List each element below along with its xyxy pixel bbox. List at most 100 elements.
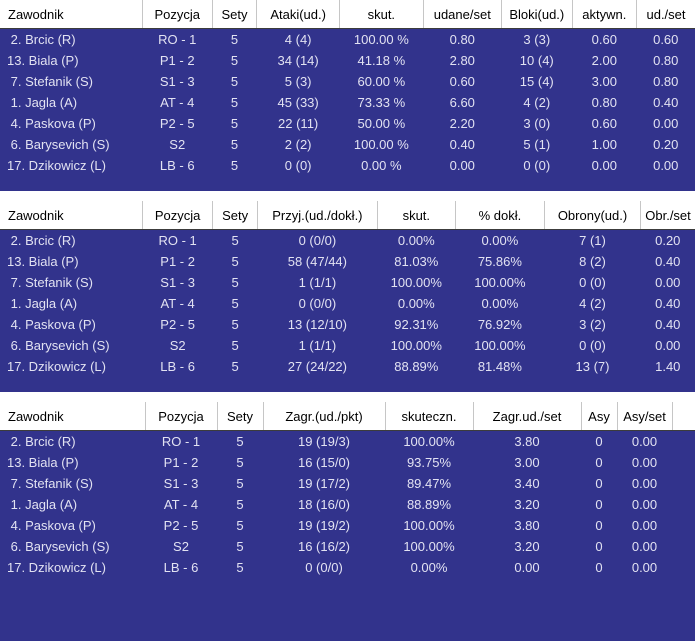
- stat-value-cell: LB - 6: [159, 158, 195, 173]
- player-name-cell: 6. Barysevich (S): [7, 539, 110, 554]
- player-name-cell: 7. Stefanik (S): [7, 476, 93, 491]
- stat-value-cell: 0: [595, 455, 603, 470]
- column-header-zawodnik: Zawodnik: [0, 402, 145, 431]
- stat-value-cell: 0.80: [591, 95, 617, 110]
- stat-value-cell: 5: [236, 539, 244, 554]
- stat-value-cell: 0: [595, 476, 603, 491]
- stat-value-cell: 8 (2): [579, 254, 606, 269]
- stat-value-cell: 5: [230, 95, 239, 110]
- stat-value-cell: 27 (24/22): [287, 359, 347, 374]
- stat-value-cell: 0.40: [653, 95, 679, 110]
- table-row[interactable]: 6. Barysevich (S) S2 5 1 (1/1) 100.00% 100.00…: [0, 335, 695, 356]
- table-gap: [0, 392, 695, 402]
- stat-value-cell: 0.00: [653, 158, 679, 173]
- stat-value-cell: 5: [230, 116, 239, 131]
- stat-value-cell: 3 (2): [579, 317, 606, 332]
- table-row[interactable]: 7. Stefanik (S) S1 - 3 5 5 (3) 60.00 % 0.60 15…: [0, 71, 695, 92]
- stat-value-cell: 100.00%: [403, 518, 455, 533]
- stat-value-cell: LB - 6: [163, 560, 199, 575]
- table-row[interactable]: 17. Dzikowicz (L) LB - 6 5 0 (0/0) 0.00% 0.00…: [0, 557, 695, 578]
- table-row[interactable]: 4. Paskova (P) P2 - 5 5 22 (11) 50.00 % 2.20 3…: [0, 113, 695, 134]
- stat-value-cell: 3.40: [514, 476, 540, 491]
- table-row[interactable]: 6. Barysevich (S) S2 5 16 (16/2) 100.00% 3.20…: [0, 536, 695, 557]
- table-row[interactable]: 2. Brcic (R) RO - 1 5 4 (4) 100.00 % 0.80 3 (3…: [0, 29, 695, 51]
- table-row[interactable]: 1. Jagla (A) AT - 4 5 0 (0/0) 0.00% 0.00% 4 (2…: [0, 293, 695, 314]
- column-header-zawodnik: Zawodnik: [0, 201, 143, 230]
- column-header-obr-set: Obr./set: [640, 201, 695, 230]
- stat-value-cell: 75.86%: [477, 254, 522, 269]
- stat-value-cell: 0 (0): [523, 158, 551, 173]
- stat-value-cell: 1.00: [591, 137, 617, 152]
- stat-value-cell: 3.00: [591, 74, 617, 89]
- table-row[interactable]: 13. Biala (P) P1 - 2 5 58 (47/44) 81.03% 75.8…: [0, 251, 695, 272]
- stat-value-cell: 100.00 %: [353, 32, 409, 47]
- stat-value-cell: 7 (1): [579, 233, 606, 248]
- stat-value-cell: 4 (2): [579, 296, 606, 311]
- column-header-skut: skut.: [376, 201, 456, 230]
- table-row[interactable]: 7. Stefanik (S) S1 - 3 5 1 (1/1) 100.00% 100.…: [0, 272, 695, 293]
- table-row[interactable]: 13. Biala (P) P1 - 2 5 34 (14) 41.18 % 2.80 10…: [0, 50, 695, 71]
- stat-value-cell: 0.00 %: [361, 158, 402, 173]
- column-header-ud-set: ud./set: [636, 0, 695, 29]
- stat-value-cell: 0.80: [449, 32, 475, 47]
- table-row[interactable]: 17. Dzikowicz (L) LB - 6 5 0 (0) 0.00 % 0.00 0…: [0, 155, 695, 176]
- table-row[interactable]: 7. Stefanik (S) S1 - 3 5 19 (17/2) 89.47% 3.4…: [0, 473, 695, 494]
- stat-value-cell: 3.20: [514, 497, 540, 512]
- table-gap: [0, 191, 695, 201]
- stat-value-cell: 45 (33): [277, 95, 319, 110]
- table-row[interactable]: 1. Jagla (A) AT - 4 5 45 (33) 73.33 % 6.60 4 (…: [0, 92, 695, 113]
- stat-value-cell: 3.00: [514, 455, 540, 470]
- stat-value-cell: S1 - 3: [159, 74, 195, 89]
- column-header-asy: Asy: [580, 402, 617, 431]
- player-name-cell: 13. Biala (P): [7, 254, 79, 269]
- column-header-udane-set: udane/set: [422, 0, 502, 29]
- stat-value-cell: P1 - 2: [159, 53, 195, 68]
- filler-cell: [672, 494, 695, 515]
- stat-value-cell: 81.03%: [394, 254, 439, 269]
- table-row[interactable]: 6. Barysevich (S) S2 5 2 (2) 100.00 % 0.40 5 (…: [0, 134, 695, 155]
- stat-value-cell: 0: [595, 518, 603, 533]
- table-row[interactable]: 2. Brcic (R) RO - 1 5 0 (0/0) 0.00% 0.00% 7 (1…: [0, 230, 695, 252]
- stat-value-cell: S1 - 3: [160, 275, 195, 290]
- player-name-cell: 4. Paskova (P): [7, 518, 96, 533]
- stat-value-cell: 2.80: [449, 53, 475, 68]
- column-header-ataki: Ataki(ud.): [256, 0, 340, 29]
- stat-value-cell: 16 (16/2): [297, 539, 351, 554]
- table-row[interactable]: 13. Biala (P) P1 - 2 5 16 (15/0) 93.75% 3.00 0…: [0, 452, 695, 473]
- stat-value-cell: 19 (19/2): [297, 518, 351, 533]
- stat-value-cell: 10 (4): [519, 53, 554, 68]
- stat-value-cell: 0.60: [591, 32, 617, 47]
- table-row[interactable]: 17. Dzikowicz (L) LB - 6 5 27 (24/22) 88.89%…: [0, 356, 695, 377]
- column-header-zagr: Zagr.(ud./pkt): [262, 402, 385, 431]
- header-row: Zawodnik Pozycja Sety Przyj.(ud./dokł.) …: [0, 201, 695, 230]
- column-header-skut: skut.: [339, 0, 424, 29]
- stat-value-cell: 76.92%: [477, 317, 522, 332]
- stat-value-cell: 93.75%: [406, 455, 452, 470]
- stat-value-cell: 0.00: [449, 158, 475, 173]
- stat-value-cell: 100.00%: [390, 275, 442, 290]
- serve-stats-table: Zawodnik Pozycja Sety Zagr.(ud./pkt) sku…: [0, 402, 695, 578]
- stat-value-cell: 100.00 %: [353, 137, 409, 152]
- player-name-cell: 6. Barysevich (S): [7, 137, 110, 152]
- stat-value-cell: 16 (15/0): [297, 455, 351, 470]
- stat-value-cell: 100.00%: [403, 434, 455, 449]
- table-row[interactable]: 1. Jagla (A) AT - 4 5 18 (16/0) 88.89% 3.20 0 0…: [0, 494, 695, 515]
- stat-value-cell: RO - 1: [158, 32, 197, 47]
- stat-value-cell: 0 (0): [579, 275, 606, 290]
- table-row[interactable]: 4. Paskova (P) P2 - 5 5 19 (19/2) 100.00% 3.8…: [0, 515, 695, 536]
- stat-value-cell: P2 - 5: [160, 317, 195, 332]
- column-header-skuteczn: skuteczn.: [384, 402, 473, 431]
- filler-cell: [672, 515, 695, 536]
- stat-value-cell: 0.20: [653, 137, 679, 152]
- stat-value-cell: S2: [169, 338, 186, 353]
- stat-value-cell: 0.60: [591, 116, 617, 131]
- stat-value-cell: 2.20: [449, 116, 475, 131]
- stat-value-cell: 0.00: [514, 560, 540, 575]
- table-row[interactable]: 2. Brcic (R) RO - 1 5 19 (19/3) 100.00% 3.80 0…: [0, 431, 695, 453]
- stat-value-cell: 0.40: [655, 317, 681, 332]
- table-row[interactable]: 4. Paskova (P) P2 - 5 5 13 (12/10) 92.31% 76.…: [0, 314, 695, 335]
- stat-value-cell: 3 (3): [523, 32, 551, 47]
- stat-value-cell: 3.80: [514, 434, 540, 449]
- stat-value-cell: 18 (16/0): [297, 497, 351, 512]
- player-name-cell: 4. Paskova (P): [7, 116, 96, 131]
